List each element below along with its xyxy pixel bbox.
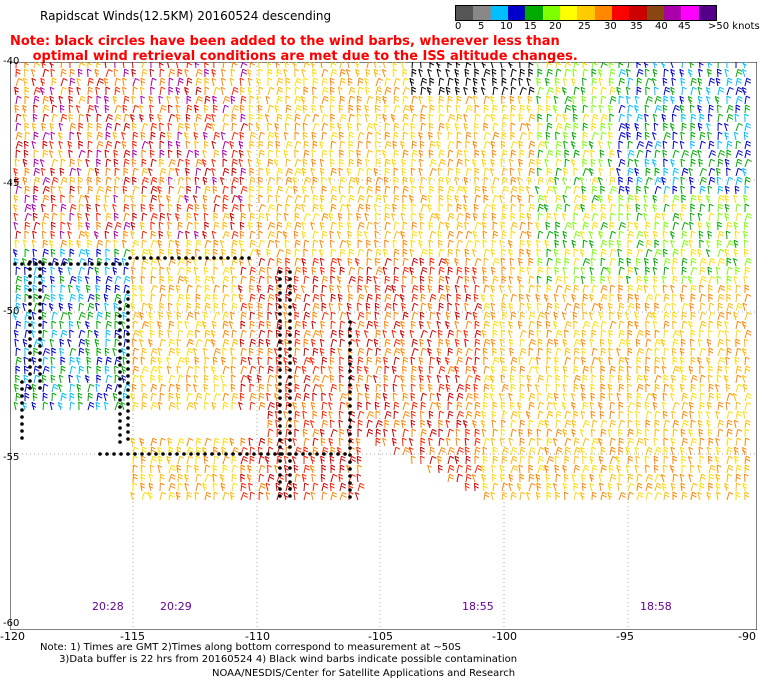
lon-label: -100 — [492, 630, 517, 643]
lon-label: -110 — [245, 630, 270, 643]
scale-label: 15 — [524, 21, 537, 32]
scale-swatch — [594, 6, 612, 20]
lat-label: -50 — [3, 306, 20, 317]
scale-swatch — [698, 6, 716, 20]
pass-time: 20:29 — [160, 600, 192, 613]
lat-label: -40 — [3, 56, 20, 67]
scale-label: 10 — [500, 21, 513, 32]
scale-label: 35 — [630, 21, 643, 32]
scale-swatch — [577, 6, 595, 20]
scale-label: 20 — [549, 21, 562, 32]
contamination-circles — [13, 256, 352, 499]
pass-time: 18:58 — [640, 600, 672, 613]
footnote: Note: 1) Times are GMT 2)Times along bot… — [40, 642, 518, 665]
scale-swatch — [525, 6, 543, 20]
scale-label: >50 knots — [708, 21, 760, 32]
pass-time: 20:28 — [92, 600, 124, 613]
scale-swatch — [629, 6, 647, 20]
map-title: Rapidscat Winds(12.5KM) 20160524 descend… — [40, 9, 332, 23]
wind-barbs — [12, 62, 752, 501]
lat-label: -45 — [3, 178, 20, 189]
scale-swatch — [611, 6, 630, 20]
scale-swatch — [507, 6, 526, 20]
scale-label: 45 — [678, 21, 691, 32]
scale-label: 30 — [604, 21, 617, 32]
lon-label: -95 — [616, 630, 634, 643]
lon-label: -115 — [120, 630, 145, 643]
scale-swatch — [542, 6, 560, 20]
scale-swatch — [490, 6, 508, 20]
scale-swatch — [473, 6, 491, 20]
lon-label: -105 — [368, 630, 393, 643]
scale-label: 0 — [455, 21, 462, 32]
contamination-note: Note: black circles have been added to t… — [10, 34, 578, 64]
scale-label: 5 — [478, 21, 485, 32]
wind-barb-map — [10, 62, 757, 630]
lat-label: -55 — [3, 452, 20, 463]
scale-label: 40 — [655, 21, 668, 32]
lon-label: -90 — [738, 630, 756, 643]
wind-speed-color-scale — [455, 5, 717, 21]
map-frame — [10, 62, 757, 630]
lat-label: -60 — [3, 618, 20, 629]
scale-swatch — [681, 6, 699, 20]
scale-swatch — [456, 6, 474, 20]
scale-swatch — [559, 6, 578, 20]
credit-line: NOAA/NESDIS/Center for Satellite Applica… — [212, 668, 516, 679]
scale-swatch — [663, 6, 682, 20]
scale-swatch — [646, 6, 664, 20]
scale-label: 25 — [578, 21, 591, 32]
lon-label: -120 — [0, 630, 25, 643]
pass-time: 18:55 — [462, 600, 494, 613]
